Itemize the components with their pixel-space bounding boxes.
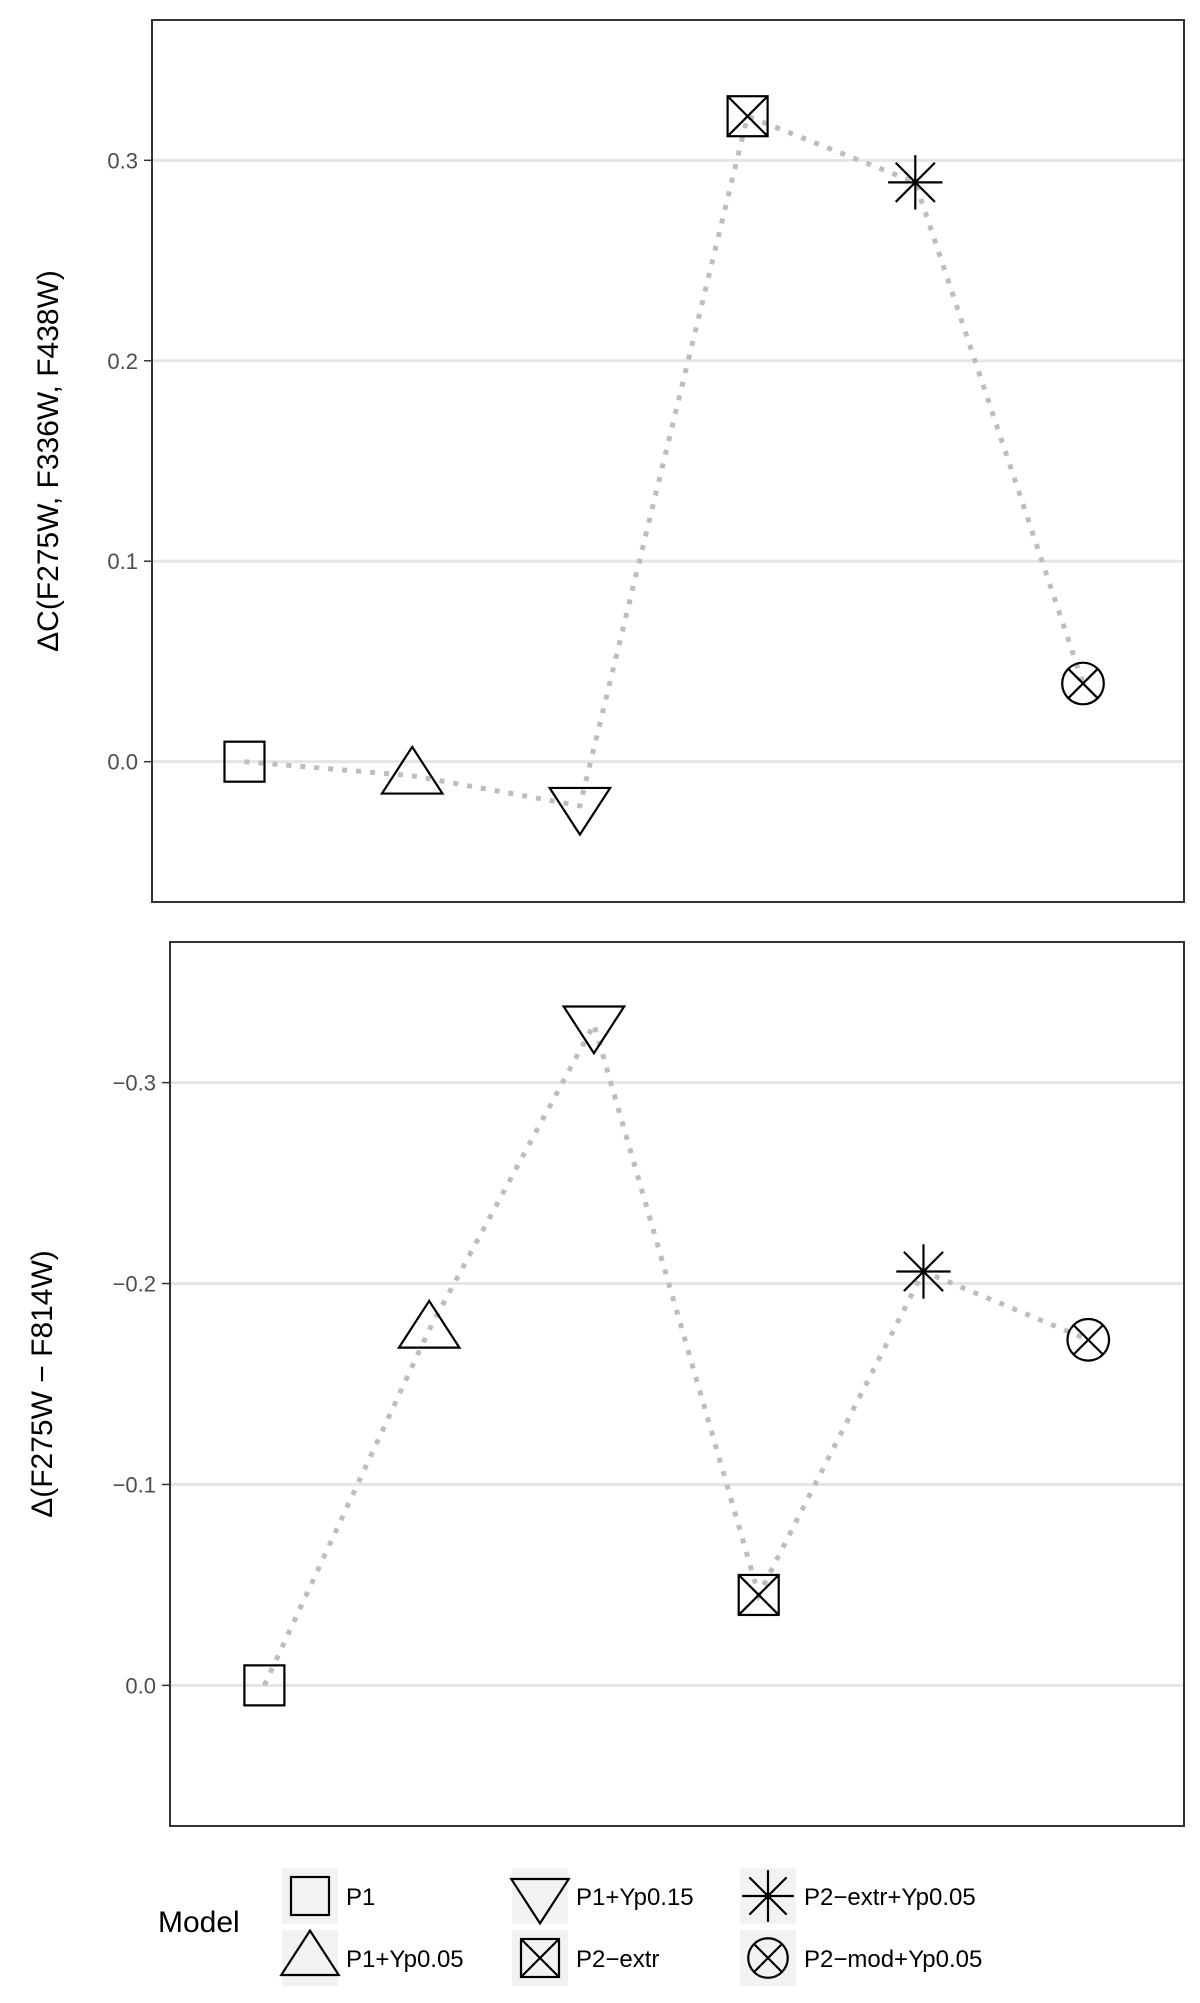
legend-label: P2−extr+Yp0.05: [804, 1884, 976, 1911]
y-axis-label: Δ(F275W − F814W): [26, 1250, 59, 1518]
y-tick-label: 0.1: [107, 549, 138, 574]
data-point-6: [1066, 1317, 1111, 1362]
panel-border: [169, 941, 1185, 1827]
triangle-down-icon: [509, 1877, 571, 1926]
y-tick-label: 0.0: [125, 1673, 156, 1698]
y-tick-label: −0.1: [113, 1472, 156, 1497]
data-point-5: [888, 155, 943, 210]
panels: 0.0 0.1 0.2 0.3 ΔC(F275W, F336W, F438W) 0.0 −0…: [26, 19, 1185, 1827]
legend: Model P1 P1+Yp0.05 P1+Yp0.15 P2−extr P2−extr+…: [158, 1868, 982, 1986]
triangle-up-icon: [279, 1928, 341, 1977]
panel-2: 0.0 −0.1 −0.2 −0.3 Δ(F275W − F814W): [26, 941, 1185, 1827]
square-icon: [289, 1875, 331, 1917]
data-point-3: [547, 786, 613, 837]
data-point-4: [737, 1573, 780, 1617]
legend-label: P1+Yp0.15: [576, 1884, 694, 1911]
legend-label: P1+Yp0.05: [346, 1946, 464, 1973]
legend-item: P1: [282, 1868, 375, 1924]
panel-1: 0.0 0.1 0.2 0.3 ΔC(F275W, F336W, F438W): [32, 19, 1185, 903]
y-tick-label: 0.3: [107, 148, 138, 173]
data-point-1: [243, 1664, 286, 1707]
y-tick-label: −0.3: [113, 1071, 156, 1096]
legend-title: Model: [158, 1906, 240, 1939]
y-tick-label: 0.0: [107, 750, 138, 775]
legend-item: P1+Yp0.15: [509, 1868, 694, 1926]
legend-key: [512, 1868, 568, 1924]
data-point-2: [396, 1298, 462, 1349]
y-axis-label: ΔC(F275W, F336W, F438W): [32, 270, 65, 652]
asterisk-icon: [742, 1870, 794, 1922]
y-tick-label: −0.2: [113, 1272, 156, 1297]
y-tick-label: 0.2: [107, 349, 138, 374]
data-point-5: [896, 1244, 951, 1299]
data-point-1: [223, 740, 266, 783]
connector-line: [262, 1017, 1090, 1687]
legend-key: [282, 1930, 338, 1986]
circle-cross-icon: [747, 1937, 789, 1979]
legend-item: P1+Yp0.05: [279, 1928, 464, 1986]
legend-item: P2−extr: [512, 1930, 659, 1986]
data-point-2: [379, 744, 445, 795]
connector-line: [244, 112, 1086, 809]
panel-border: [151, 19, 1185, 903]
data-point-6: [1061, 661, 1105, 706]
square-cross-icon: [519, 1937, 561, 1979]
data-point-4: [726, 95, 769, 138]
legend-item: P2−mod+Yp0.05: [740, 1930, 982, 1986]
data-point-3: [561, 1005, 627, 1056]
legend-label: P1: [346, 1884, 375, 1911]
legend-item: P2−extr+Yp0.05: [740, 1868, 976, 1924]
legend-label: P2−mod+Yp0.05: [804, 1946, 982, 1973]
legend-label: P2−extr: [576, 1946, 659, 1973]
